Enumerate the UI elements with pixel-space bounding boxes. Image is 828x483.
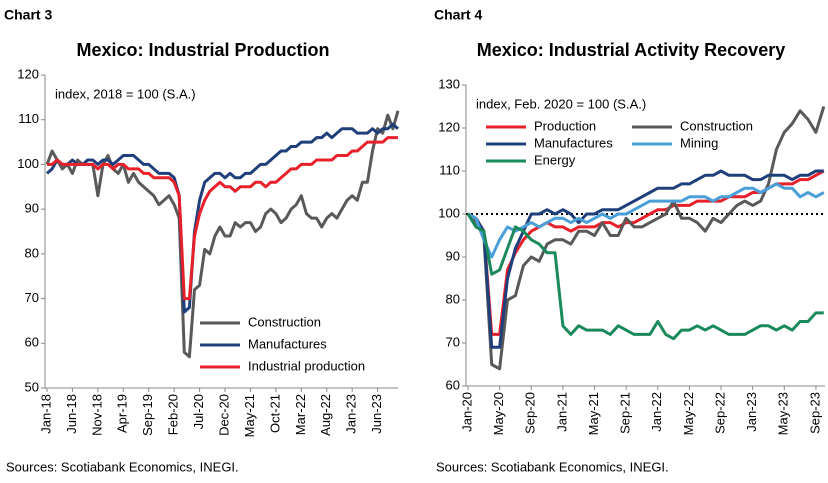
- y-tick-label: 60: [446, 377, 460, 392]
- legend-label: Manufactures: [534, 135, 613, 150]
- y-tick-label: 70: [446, 334, 460, 349]
- y-tick-label: 70: [25, 290, 39, 305]
- series-line: [467, 169, 824, 349]
- x-tick-label: Nov-18: [89, 394, 104, 436]
- x-tick-label: Sep-23: [807, 392, 822, 434]
- x-tick-label: May-20: [491, 392, 506, 435]
- legend-label: Mining: [680, 135, 718, 150]
- legend-label: Production: [534, 118, 596, 133]
- y-tick-label: 90: [25, 201, 39, 216]
- legend-label: Energy: [534, 152, 576, 167]
- x-tick-label: Jan-21: [554, 392, 569, 432]
- x-tick-label: Sep-20: [523, 392, 538, 434]
- chart-label: Chart 3: [4, 7, 52, 23]
- x-tick-label: May-23: [776, 392, 791, 435]
- series-line: [466, 106, 826, 371]
- x-tick-label: Oct-21: [267, 394, 282, 433]
- x-tick-label: Aug-22: [318, 394, 333, 436]
- y-tick-label: 50: [25, 379, 39, 394]
- legend-label: Construction: [248, 314, 321, 329]
- x-tick-label: Feb-20: [166, 394, 181, 435]
- x-tick-label: Jun-18: [64, 394, 79, 434]
- x-tick-label: May-22: [681, 392, 696, 435]
- x-tick-label: Jul-20: [191, 394, 206, 429]
- x-tick-label: Sep-19: [140, 394, 155, 436]
- series-line: [467, 182, 825, 259]
- chart-title: Mexico: Industrial Activity Recovery: [477, 40, 785, 60]
- x-tick-label: Dec-20: [216, 394, 231, 436]
- y-tick-label: 80: [446, 291, 460, 306]
- chart-title: Mexico: Industrial Production: [76, 40, 329, 60]
- x-tick-label: May-21: [586, 392, 601, 435]
- subtitle: index, Feb. 2020 = 100 (S.A.): [476, 96, 646, 111]
- y-tick-label: 110: [18, 111, 39, 126]
- x-tick-label: Jun-23: [369, 394, 384, 434]
- series-line: [47, 136, 398, 301]
- legend-label: Industrial production: [248, 358, 365, 373]
- x-tick-label: Jan-18: [38, 394, 53, 434]
- y-tick-label: 120: [17, 66, 39, 81]
- y-tick-label: 120: [438, 119, 460, 134]
- series-line: [45, 110, 400, 359]
- y-tick-label: 100: [438, 205, 460, 220]
- x-tick-label: May-21: [242, 394, 257, 437]
- x-tick-label: Apr-19: [115, 394, 130, 433]
- chart-label: Chart 4: [434, 7, 482, 23]
- x-tick-label: Jan-23: [744, 392, 759, 432]
- y-tick-label: 110: [439, 162, 460, 177]
- y-tick-label: 100: [17, 156, 39, 171]
- legend-label: Construction: [680, 118, 753, 133]
- source: Sources: Scotiabank Economics, INEGI.: [6, 459, 239, 474]
- x-tick-label: Jan-23: [344, 394, 359, 434]
- y-tick-label: 90: [446, 248, 460, 263]
- series-line: [46, 122, 399, 314]
- x-tick-label: Mar-22: [293, 394, 308, 435]
- subtitle: index, 2018 = 100 (S.A.): [55, 86, 196, 101]
- x-tick-label: Jan-22: [649, 392, 664, 432]
- series-line: [466, 213, 824, 341]
- x-tick-label: Jan-20: [459, 392, 474, 432]
- source: Sources: Scotiabank Economics, INEGI.: [436, 459, 669, 474]
- y-tick-label: 60: [25, 335, 39, 350]
- y-tick-label: 80: [25, 245, 39, 260]
- x-tick-label: Sep-22: [712, 392, 727, 434]
- legend-label: Manufactures: [248, 336, 327, 351]
- y-tick-label: 130: [438, 76, 460, 91]
- x-tick-label: Sep-21: [618, 392, 633, 434]
